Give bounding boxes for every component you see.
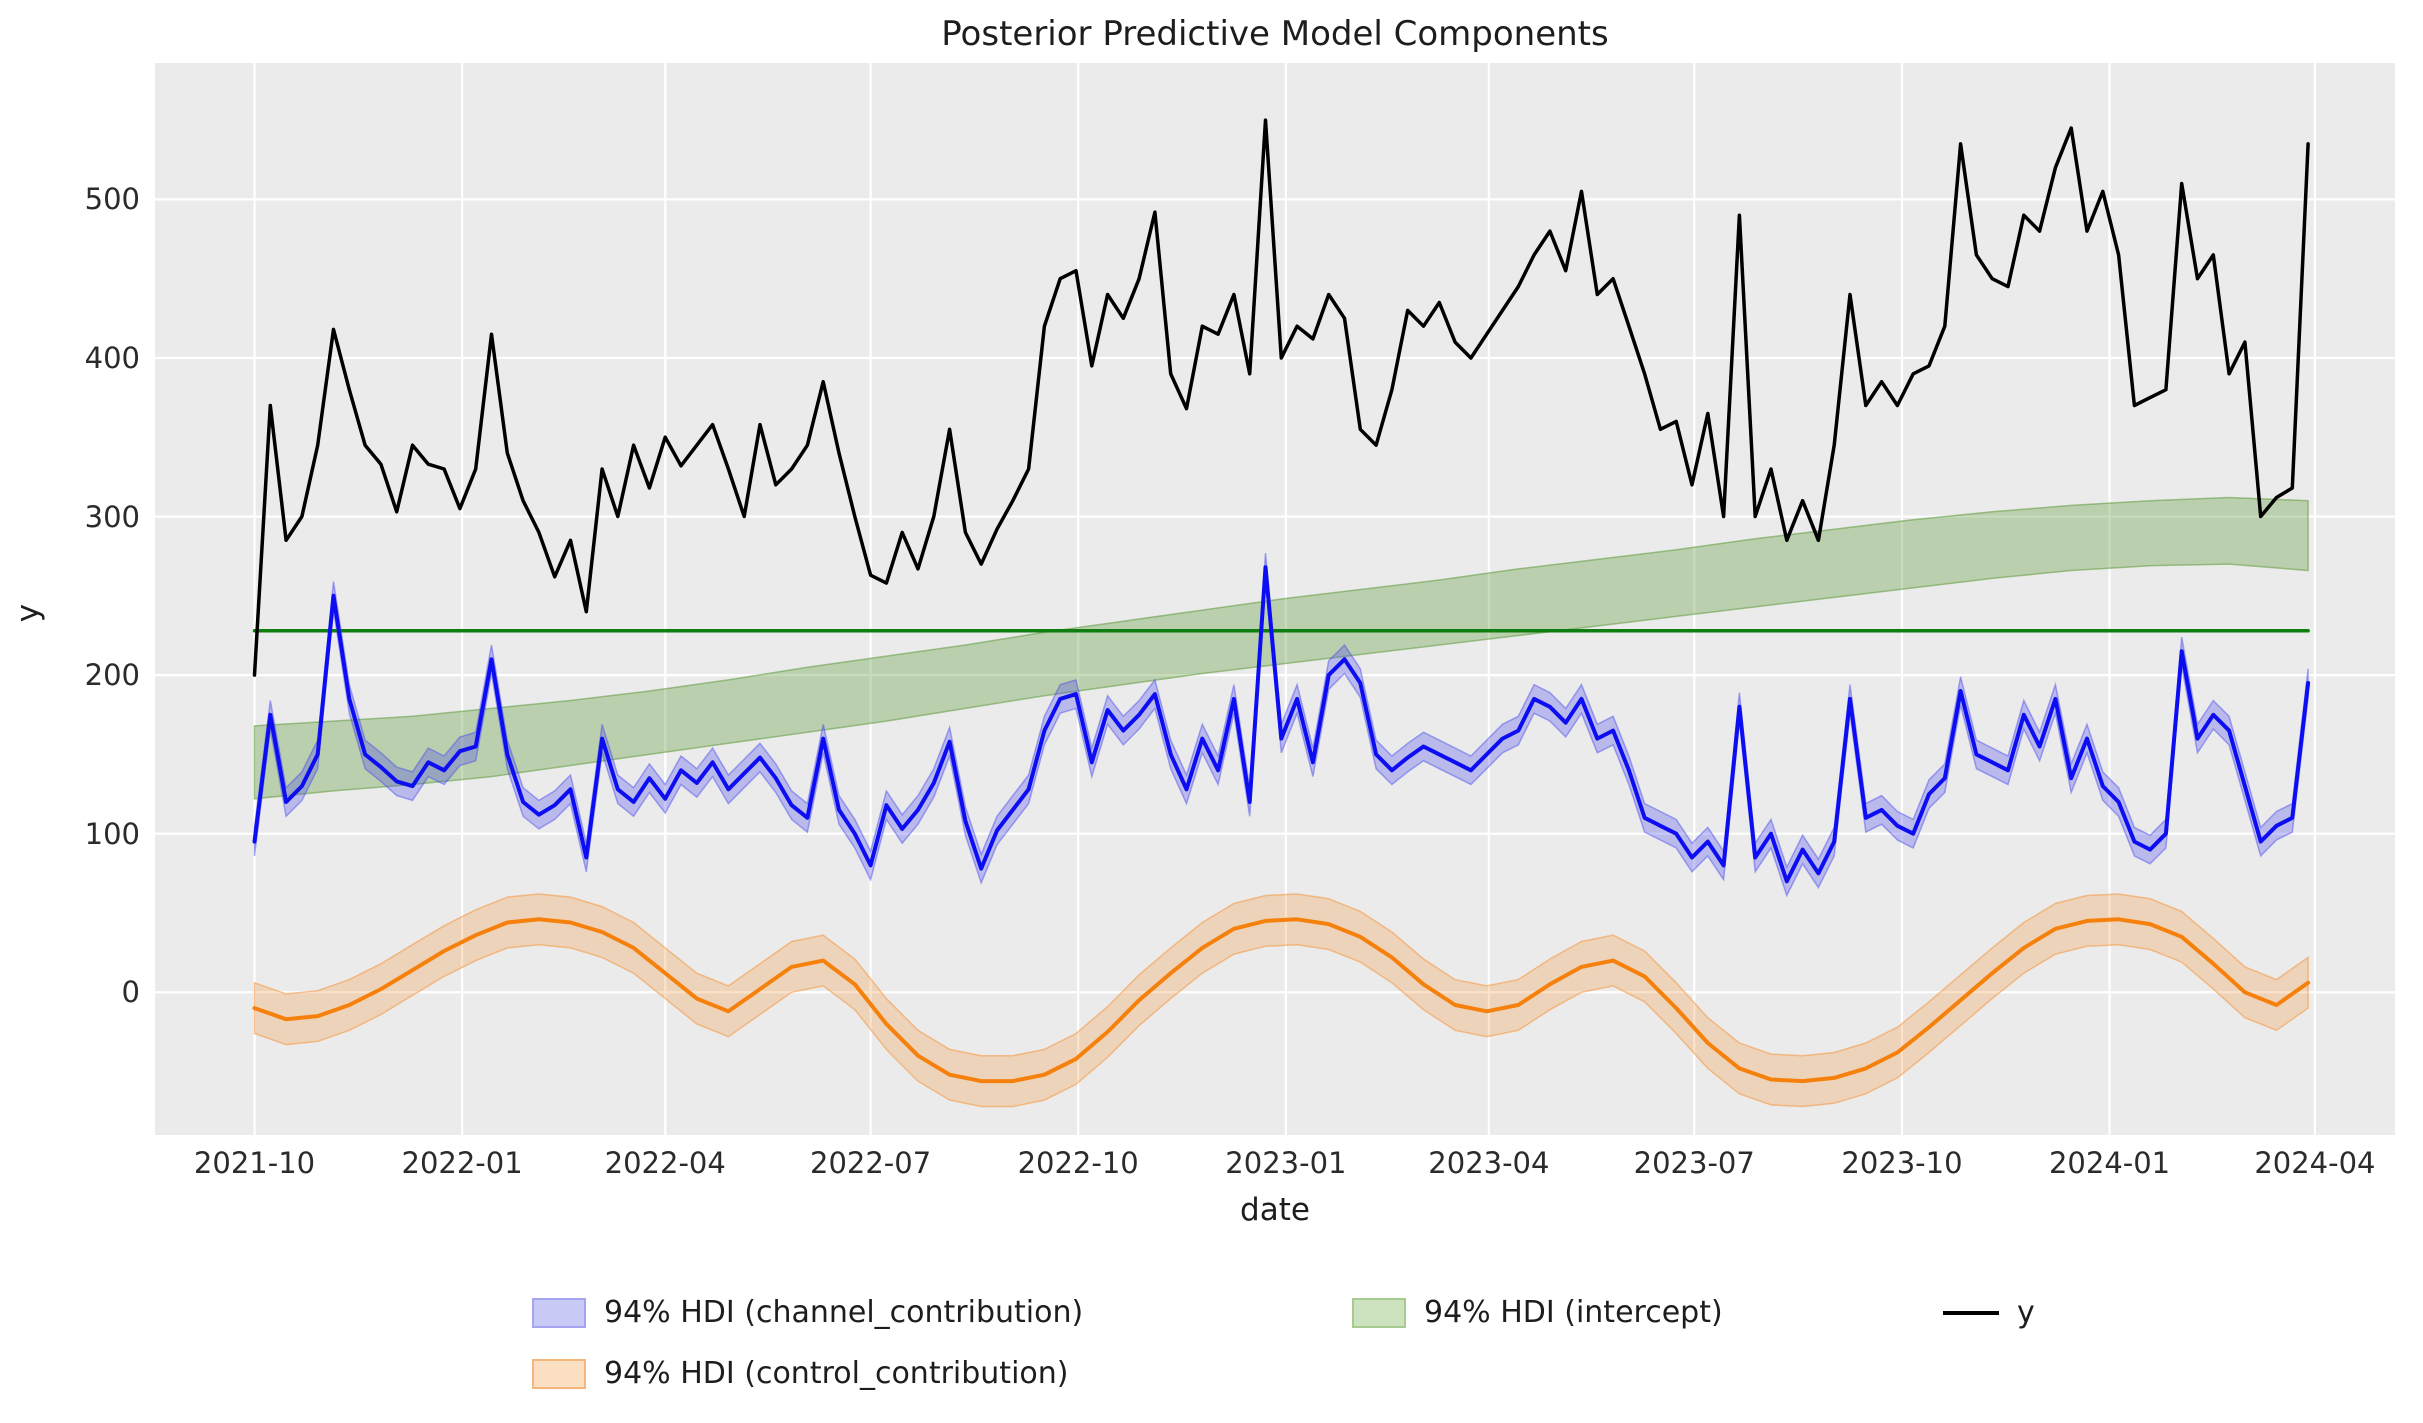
x-tick-label: 2022-07 bbox=[810, 1146, 932, 1180]
y-tick-label: 400 bbox=[84, 340, 140, 375]
x-tick-label: 2022-10 bbox=[1017, 1146, 1139, 1180]
x-tick-label: 2023-07 bbox=[1633, 1146, 1755, 1180]
y-tick-label: 100 bbox=[84, 816, 140, 851]
x-tick-label: 2023-04 bbox=[1428, 1146, 1550, 1180]
y-tick-label: 300 bbox=[84, 499, 140, 534]
legend-label: y bbox=[2017, 1295, 2035, 1330]
legend-label: 94% HDI (control_contribution) bbox=[604, 1356, 1069, 1391]
x-tick-label: 2023-01 bbox=[1225, 1146, 1347, 1180]
y-axis-label: y bbox=[10, 603, 46, 623]
y-observed-line bbox=[252, 118, 2310, 677]
x-tick-label: 2024-04 bbox=[2254, 1146, 2376, 1180]
control-hdi-band bbox=[253, 893, 2309, 1108]
intercept-hdi-band bbox=[253, 496, 2309, 800]
y-line-sample bbox=[1943, 1310, 1999, 1315]
x-tick-label: 2021-10 bbox=[193, 1146, 316, 1180]
legend-item-y: y bbox=[1943, 1295, 2035, 1330]
gridlines bbox=[155, 63, 2395, 1135]
legend-item-channel-hdi: 94% HDI (channel_contribution) bbox=[532, 1295, 1083, 1330]
legend-item-intercept-hdi: 94% HDI (intercept) bbox=[1352, 1295, 1723, 1330]
channel-line bbox=[252, 565, 2311, 884]
legend-item-control-hdi: 94% HDI (control_contribution) bbox=[532, 1356, 1068, 1391]
x-tick-label: 2022-04 bbox=[604, 1146, 726, 1180]
intercept-hdi-swatch bbox=[1352, 1297, 1406, 1328]
plot-background bbox=[155, 63, 2395, 1135]
y-tick-label: 200 bbox=[84, 658, 140, 693]
y-tick-label: 0 bbox=[121, 975, 140, 1010]
legend-label: 94% HDI (intercept) bbox=[1424, 1295, 1723, 1330]
chart-title: Posterior Predictive Model Components bbox=[941, 14, 1609, 54]
legend-label: 94% HDI (channel_contribution) bbox=[604, 1295, 1084, 1330]
control-line bbox=[252, 917, 2311, 1084]
y-tick-label: 500 bbox=[84, 182, 140, 217]
channel-hdi-swatch bbox=[532, 1297, 586, 1328]
x-axis-label: date bbox=[1240, 1192, 1310, 1228]
x-tick-label: 2024-01 bbox=[2048, 1146, 2171, 1180]
x-tick-label: 2022-01 bbox=[401, 1146, 523, 1180]
series-layer bbox=[252, 118, 2311, 1108]
x-tick-label: 2023-10 bbox=[1841, 1146, 1963, 1180]
control-hdi-swatch bbox=[532, 1358, 586, 1389]
